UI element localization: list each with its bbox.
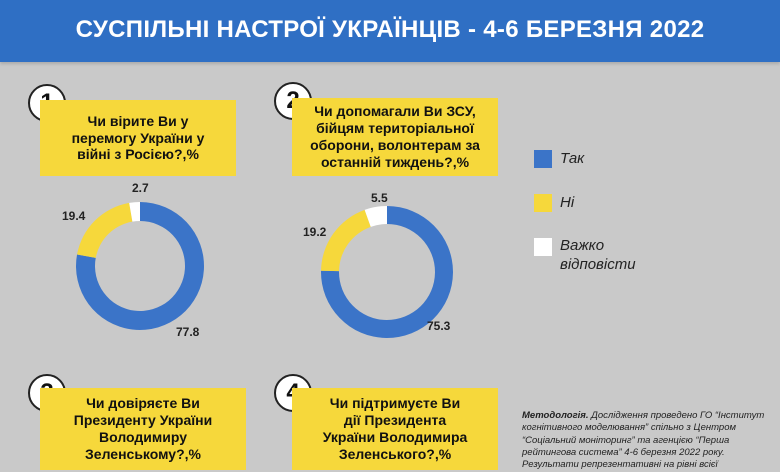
legend-label-no: Ні xyxy=(560,194,575,211)
legend-label-yes: Так xyxy=(560,150,585,167)
question-box-1: Чи вірите Ви у перемогу України у війні … xyxy=(40,100,236,176)
slice-no-1 xyxy=(77,202,133,258)
data-label-yes-2: 75.3 xyxy=(427,319,451,333)
slice-no-2 xyxy=(321,209,371,272)
slice-yes-1 xyxy=(76,202,204,330)
data-label-dont-know-1: 2.7 xyxy=(132,181,149,195)
data-label-dont-know-2: 5.5 xyxy=(371,191,388,205)
page-title: СУСПІЛЬНІ НАСТРОЇ УКРАЇНЦІВ - 4-6 БЕРЕЗН… xyxy=(75,16,705,43)
legend-swatch-no xyxy=(534,194,552,212)
donut-chart-2: 5.5 19.2 75.3 xyxy=(303,191,453,338)
question-text-1: Чи вірите Ви у перемогу України у війні … xyxy=(71,112,205,163)
question-text-4: Чи підтримуєте Ви дії Президента України… xyxy=(322,395,468,462)
question-box-3: Чи довіряєте Ви Президенту України Волод… xyxy=(40,388,246,470)
question-text-3: Чи довіряєте Ви Президенту України Волод… xyxy=(73,395,213,462)
data-label-yes-1: 77.8 xyxy=(176,325,200,339)
question-box-2: Чи допомагали Ви ЗСУ, бійцям територіаль… xyxy=(292,98,498,176)
legend-label-dont-know: Важко відповісти xyxy=(560,237,636,273)
question-box-4: Чи підтримуєте Ви дії Президента України… xyxy=(292,388,498,470)
slice-dont-know-1 xyxy=(129,202,140,222)
legend-swatch-yes xyxy=(534,150,552,168)
header-banner: СУСПІЛЬНІ НАСТРОЇ УКРАЇНЦІВ - 4-6 БЕРЕЗН… xyxy=(0,0,780,62)
legend-swatch-dont-know xyxy=(534,238,552,256)
question-text-2: Чи допомагали Ви ЗСУ, бійцям територіаль… xyxy=(310,103,480,170)
methodology-text: Дослідження проведено ГО “Інститут когні… xyxy=(522,410,765,471)
donut-chart-1: 2.7 19.4 77.8 xyxy=(62,181,204,339)
methodology-note: Методологія. Дослідження проведено ГО “І… xyxy=(522,410,772,472)
methodology-label: Методологія. xyxy=(522,410,589,421)
slice-dont-know-2 xyxy=(364,206,387,227)
data-label-no-2: 19.2 xyxy=(303,225,327,239)
data-label-no-1: 19.4 xyxy=(62,209,86,223)
